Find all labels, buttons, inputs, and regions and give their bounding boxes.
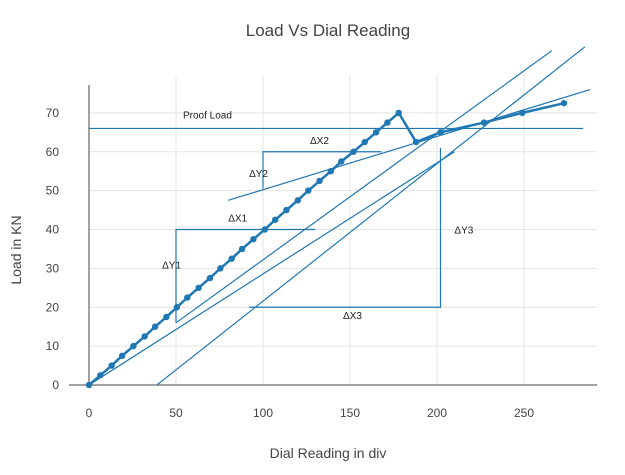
data-point <box>294 197 301 204</box>
annotation-label: ΔX1 <box>228 214 247 225</box>
data-point <box>118 352 126 360</box>
data-point <box>195 284 202 292</box>
data-point <box>283 206 290 214</box>
data-point <box>141 333 148 340</box>
x-tick-label: 100 <box>253 406 273 420</box>
x-tick-label: 250 <box>514 406 534 420</box>
x-ticks: 0 50 100 150 200 250 <box>86 406 535 420</box>
delta-line <box>249 147 442 308</box>
delta-line <box>175 228 316 323</box>
data-point <box>384 119 391 126</box>
chart-title: Load Vs Dial Reading <box>246 21 410 40</box>
data-point <box>108 362 115 369</box>
data-point <box>97 372 104 379</box>
data-point <box>350 148 357 155</box>
data-point <box>217 265 224 272</box>
data-series-line <box>88 101 565 386</box>
data-point <box>437 129 444 136</box>
x-axis-title: Dial Reading in div <box>270 445 387 461</box>
data-point <box>163 313 170 321</box>
y-tick-label: 10 <box>46 339 60 353</box>
x-tick-label: 50 <box>169 406 183 420</box>
y-tick-label: 0 <box>52 378 59 392</box>
x-tick-label: 150 <box>340 406 360 420</box>
data-point <box>173 304 181 311</box>
annotation-label: ΔX3 <box>343 311 362 322</box>
y-tick-label: 60 <box>46 145 60 159</box>
data-point <box>184 294 191 301</box>
data-point <box>395 109 402 117</box>
data-point <box>560 99 568 107</box>
x-tick-label: 200 <box>427 406 447 420</box>
data-point <box>316 177 323 185</box>
data-point <box>372 129 380 136</box>
annotation-label: ΔY1 <box>162 260 181 271</box>
y-ticks: 0 10 20 30 40 50 60 70 <box>46 106 60 392</box>
annotation-label: ΔX2 <box>310 136 329 147</box>
y-tick-label: 40 <box>46 223 60 237</box>
data-point <box>305 187 312 194</box>
data-point <box>361 138 368 146</box>
data-point <box>271 216 279 223</box>
annotation-label: ΔY2 <box>249 169 268 180</box>
data-point <box>238 245 246 253</box>
y-tick-label: 70 <box>46 106 60 120</box>
data-point <box>130 342 137 350</box>
y-tick-label: 50 <box>46 184 60 198</box>
annotation-label: Proof Load <box>183 111 232 122</box>
construction-line <box>88 151 455 386</box>
data-point <box>85 381 93 389</box>
tangent-line <box>156 46 586 386</box>
data-point <box>151 323 159 330</box>
y-axis-title: Load in KN <box>8 215 24 284</box>
data-point <box>480 119 488 126</box>
data-point <box>250 236 257 243</box>
annotations: Proof Load ΔX2 ΔY2 ΔX1 ΔY1 ΔY3 ΔX3 <box>162 111 474 322</box>
data-point <box>519 109 526 117</box>
annotation-label: ΔY3 <box>454 225 473 236</box>
y-tick-label: 20 <box>46 300 60 314</box>
data-point <box>327 167 335 175</box>
data-point <box>261 226 268 233</box>
tangent-line <box>175 50 553 324</box>
data-point <box>412 138 420 146</box>
delta-line <box>262 151 382 189</box>
data-point <box>228 255 235 262</box>
data-point <box>338 158 345 165</box>
y-tick-label: 30 <box>46 261 60 275</box>
grid <box>69 75 597 386</box>
plot-area <box>85 46 591 389</box>
data-point <box>206 274 214 282</box>
x-tick-label: 0 <box>86 406 93 420</box>
tangent-line <box>228 88 591 201</box>
